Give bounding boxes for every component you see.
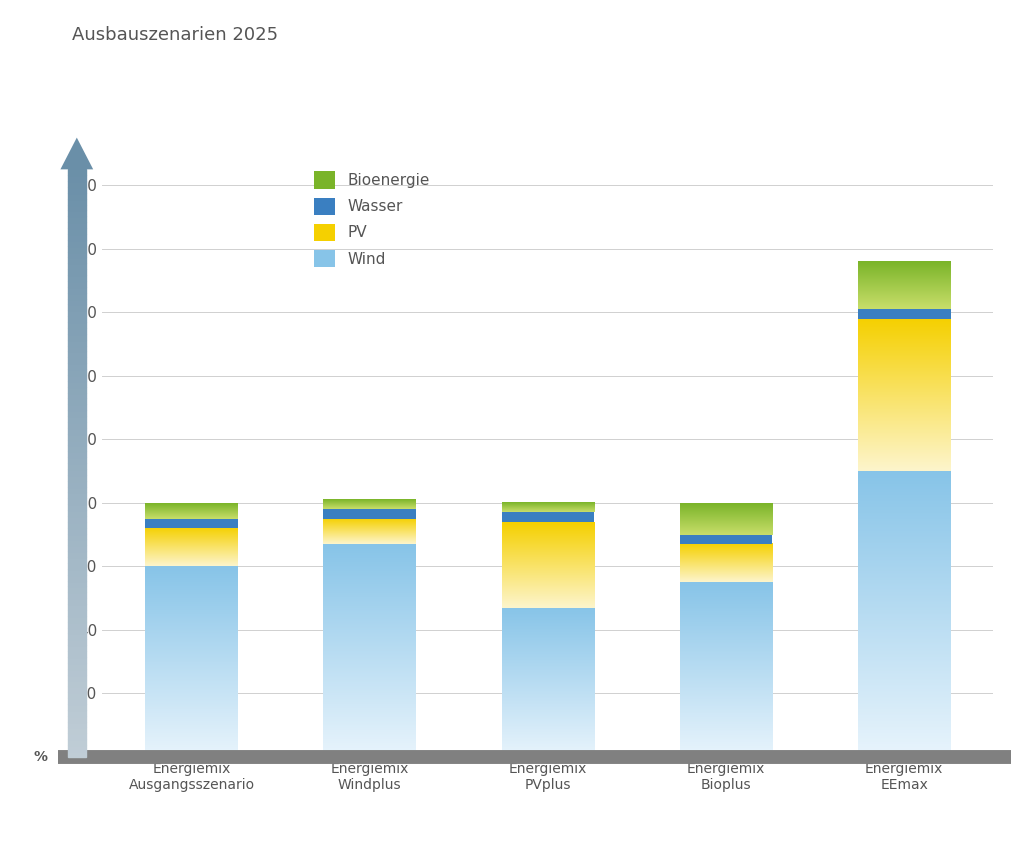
Legend: Bioenergie, Wasser, PV, Wind: Bioenergie, Wasser, PV, Wind xyxy=(306,163,437,275)
Text: Ausbauszenarien 2025: Ausbauszenarien 2025 xyxy=(72,26,278,44)
Bar xyxy=(680,535,772,544)
Bar xyxy=(145,519,238,528)
Text: %: % xyxy=(33,750,47,764)
Bar xyxy=(324,509,416,519)
Bar xyxy=(858,309,950,318)
Bar xyxy=(502,513,594,522)
